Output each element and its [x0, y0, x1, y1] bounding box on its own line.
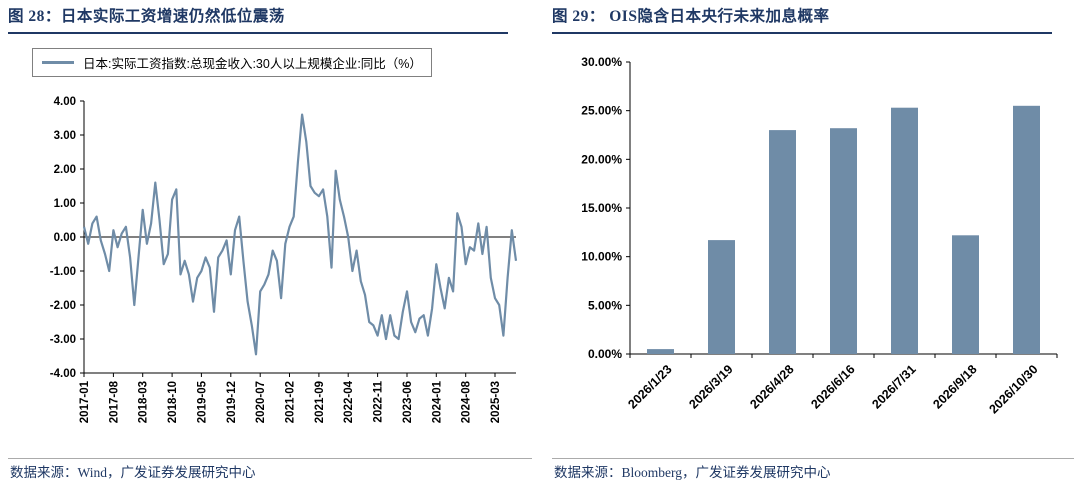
svg-text:10.00%: 10.00% [581, 250, 622, 264]
figure-29-panel: 图 29： OIS隐含日本央行未来加息概率 0.00% 5.00% 10.00% 15… [552, 6, 1074, 484]
svg-text:25.00%: 25.00% [581, 104, 622, 118]
svg-text:-1.00: -1.00 [50, 266, 76, 278]
legend-line-sample [42, 61, 74, 64]
svg-text:15.00%: 15.00% [581, 201, 622, 215]
svg-text:2022-04: 2022-04 [343, 380, 355, 423]
figure-28-source-rule [8, 458, 532, 459]
svg-text:2017-08: 2017-08 [108, 380, 120, 423]
svg-text:0.00: 0.00 [54, 232, 76, 244]
svg-text:2019-05: 2019-05 [196, 380, 208, 423]
svg-text:3.00: 3.00 [54, 130, 76, 142]
svg-text:2024-01: 2024-01 [431, 380, 443, 423]
figure-28-title-rule [8, 32, 508, 34]
svg-text:2017-01: 2017-01 [79, 380, 91, 423]
svg-text:1.00: 1.00 [54, 198, 76, 210]
svg-text:2026/4/28: 2026/4/28 [747, 362, 796, 411]
svg-text:2020-07: 2020-07 [255, 381, 267, 423]
svg-text:2019-12: 2019-12 [226, 381, 238, 423]
figure-29-source-rule [552, 458, 1074, 459]
svg-text:2026/7/31: 2026/7/31 [869, 362, 918, 411]
svg-text:4.00: 4.00 [54, 96, 76, 108]
legend-label: 日本:实际工资指数:总现金收入:30人以上规模企业:同比（%） [83, 57, 422, 71]
svg-text:2024-08: 2024-08 [461, 380, 473, 423]
svg-text:20.00%: 20.00% [581, 152, 622, 166]
svg-text:-4.00: -4.00 [50, 368, 76, 380]
svg-text:-2.00: -2.00 [50, 300, 76, 312]
figure-28-source: 数据来源：Wind，广发证券发展研究中心 [10, 465, 256, 480]
svg-text:2026/3/19: 2026/3/19 [686, 362, 735, 411]
figure-28-legend: 日本:实际工资指数:总现金收入:30人以上规模企业:同比（%） [32, 48, 432, 77]
svg-text:2026/9/18: 2026/9/18 [930, 362, 979, 411]
svg-text:2021-02: 2021-02 [285, 381, 297, 423]
svg-text:0.00%: 0.00% [588, 347, 622, 361]
svg-text:2.00: 2.00 [54, 164, 76, 176]
svg-text:2026/10/30: 2026/10/30 [986, 362, 1040, 416]
svg-text:2026/6/16: 2026/6/16 [808, 362, 857, 411]
svg-text:2018-10: 2018-10 [167, 381, 179, 423]
svg-text:2025-03: 2025-03 [490, 381, 502, 423]
svg-text:2022-11: 2022-11 [373, 380, 385, 422]
svg-text:2021-09: 2021-09 [314, 381, 326, 423]
figure-28-panel: 图 28：日本实际工资增速仍然低位震荡 日本:实际工资指数:总现金收入:30人以… [8, 6, 532, 484]
svg-text:5.00%: 5.00% [588, 298, 622, 312]
svg-text:2026/1/23: 2026/1/23 [625, 362, 674, 411]
svg-text:30.00%: 30.00% [581, 55, 622, 69]
svg-text:2023-06: 2023-06 [402, 381, 414, 423]
rate-hike-bar-chart: 0.00% 5.00% 10.00% 15.00% 20.00% 25.00% 30.00%… [581, 55, 1058, 416]
wage-line-chart: 4.00 3.00 2.00 1.00 0.00 -1.00 -2.00 -3.00 -4.00… [50, 96, 518, 423]
figure-29-title-rule [552, 32, 1052, 34]
figure-29-source: 数据来源：Bloomberg，广发证券发展研究中心 [554, 465, 831, 480]
svg-text:-3.00: -3.00 [50, 334, 76, 346]
figure-29-title: 图 29： OIS隐含日本央行未来加息概率 [552, 8, 830, 25]
svg-text:2018-03: 2018-03 [138, 381, 150, 423]
figure-28-title: 图 28：日本实际工资增速仍然低位震荡 [8, 8, 285, 25]
